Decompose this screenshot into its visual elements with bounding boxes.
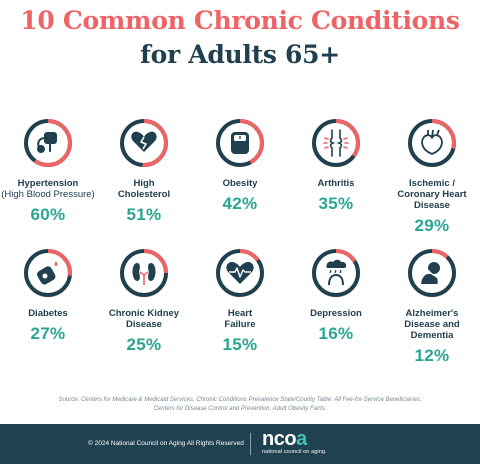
condition-name: Ischemic / Coronary Heart Disease xyxy=(397,178,467,211)
logo-wordmark: ncoa xyxy=(262,428,327,450)
head-in-hands-icon xyxy=(421,262,440,284)
condition-card-depression: Depression 16% xyxy=(288,248,384,344)
progress-ring xyxy=(216,249,264,297)
progress-ring xyxy=(24,249,72,297)
condition-percent: 35% xyxy=(318,194,354,213)
logo-accent-letter: a xyxy=(296,428,307,450)
condition-percent: 42% xyxy=(222,194,258,213)
condition-percent: 15% xyxy=(222,335,258,354)
condition-card-kidney-disease: Chronic Kidney Disease 25% xyxy=(96,248,192,355)
copyright-text: © 2024 National Council on Aging All Rig… xyxy=(88,440,244,447)
condition-name: Hypertension (High Blood Pressure) xyxy=(0,178,96,200)
condition-card-diabetes: Diabetes 27% xyxy=(0,248,96,344)
condition-name: Chronic Kidney Disease xyxy=(108,308,180,330)
source-line-2: Centers for Disease Control and Preventi… xyxy=(153,406,327,412)
joint-icon xyxy=(323,129,349,157)
condition-percent: 60% xyxy=(30,205,66,224)
condition-percent: 27% xyxy=(30,324,66,343)
title-line-2: for Adults 65+ xyxy=(140,40,340,69)
source-note: Source: Centers for Medicare & Medicaid … xyxy=(20,396,460,414)
condition-percent: 25% xyxy=(126,335,162,354)
condition-card-high-cholesterol: High Cholesterol 51% xyxy=(96,118,192,225)
heartbeat-icon xyxy=(226,261,254,284)
logo-tagline: national council on aging. xyxy=(262,449,327,455)
glucose-meter-icon xyxy=(37,261,58,285)
title-line-1: 10 Common Chronic Conditions xyxy=(20,6,460,35)
condition-percent: 12% xyxy=(414,346,450,365)
conditions-grid: Hypertension (High Blood Pressure) 60% H… xyxy=(0,118,480,366)
logo-letters: nco xyxy=(262,428,297,450)
condition-card-heart-failure: Heart Failure 15% xyxy=(192,248,288,355)
broken-heart-icon xyxy=(131,131,157,152)
condition-name: High Cholesterol xyxy=(117,178,171,200)
condition-card-hypertension: Hypertension (High Blood Pressure) 60% xyxy=(0,118,96,225)
condition-name: Heart Failure xyxy=(224,308,256,330)
condition-card-alzheimers: Alzheimer's Disease and Dementia 12% xyxy=(384,248,480,366)
condition-name: Depression xyxy=(310,308,362,319)
condition-percent: 16% xyxy=(318,324,354,343)
progress-ring xyxy=(312,119,360,167)
anatomical-heart-icon xyxy=(421,129,443,155)
condition-card-arthritis: Arthritis 35% xyxy=(288,118,384,214)
progress-ring xyxy=(312,249,360,297)
condition-name: Arthritis xyxy=(317,178,355,189)
condition-title: Hypertension xyxy=(17,178,79,189)
condition-name: Diabetes xyxy=(28,308,68,319)
condition-name: Obesity xyxy=(222,178,258,189)
progress-ring xyxy=(408,119,456,167)
kidneys-icon xyxy=(132,263,156,285)
progress-ring xyxy=(24,119,72,167)
progress-ring xyxy=(120,249,168,297)
condition-name: Alzheimer's Disease and Dementia xyxy=(404,308,460,341)
condition-percent: 29% xyxy=(414,216,450,235)
progress-ring xyxy=(216,119,264,167)
condition-percent: 51% xyxy=(126,205,162,224)
progress-ring xyxy=(120,119,168,167)
progress-ring xyxy=(408,249,456,297)
rain-cloud-head-icon xyxy=(326,259,347,286)
blood-pressure-cuff-icon xyxy=(37,132,57,153)
ncoa-logo[interactable]: ncoa national council on aging. xyxy=(262,428,327,455)
footer-divider xyxy=(250,433,251,455)
condition-card-heart-disease: Ischemic / Coronary Heart Disease 29% xyxy=(384,118,480,236)
source-line-1: Source: Centers for Medicare & Medicaid … xyxy=(58,397,422,403)
footer: © 2024 National Council on Aging All Rig… xyxy=(0,424,480,464)
condition-subtitle: (High Blood Pressure) xyxy=(1,189,95,200)
condition-card-obesity: Obesity 42% xyxy=(192,118,288,214)
scale-icon xyxy=(231,132,249,154)
